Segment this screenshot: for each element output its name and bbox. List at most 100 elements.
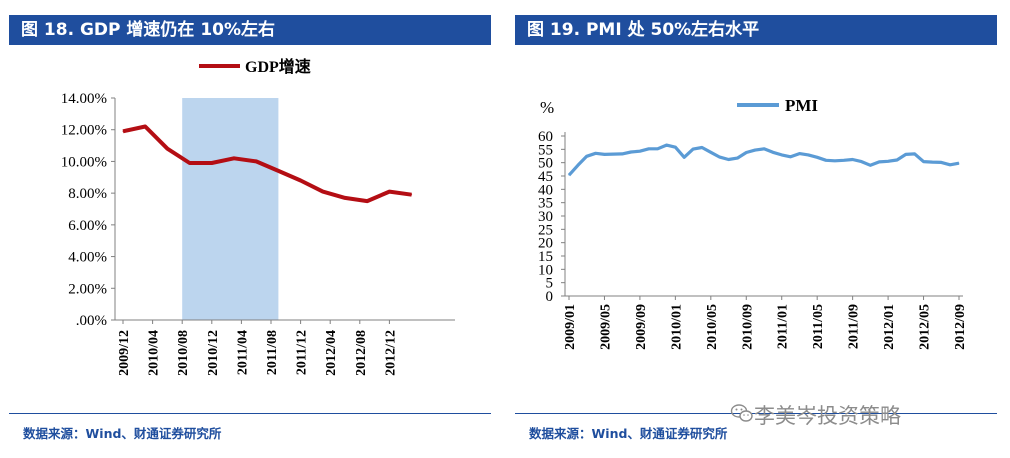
pmi-point — [896, 159, 898, 161]
pmi-point — [799, 153, 800, 154]
gdp-line — [122, 124, 412, 204]
x-tick-label: 2010/01 — [669, 304, 684, 350]
pmi-point — [657, 148, 659, 150]
legend-label: PMI — [785, 96, 818, 115]
x-tick-label: 2009/01 — [563, 304, 578, 350]
pmi-point — [568, 174, 570, 176]
figure-18-title: 图 18. GDP 增速仍在 10%左右 — [9, 15, 491, 45]
right-panel: 图 19. PMI 处 50%左右水平 % 0 5 10 15 20 25 30 35 40 45 5… — [515, 0, 997, 458]
pmi-point — [683, 156, 685, 158]
pmi-point — [861, 161, 862, 162]
x-tick-label: 2012/12 — [383, 330, 398, 376]
y-tick-label: 2.00% — [68, 281, 107, 297]
y-tick-label: .00% — [76, 313, 107, 329]
y-tick-label: 60 — [538, 129, 553, 145]
gdp-point — [122, 130, 124, 132]
gdp-point — [255, 160, 257, 162]
gdp-point — [388, 191, 390, 193]
pmi-point — [869, 164, 871, 166]
x-tick-label: 2012/01 — [882, 304, 897, 350]
y-tick-label: 30 — [538, 209, 553, 225]
gdp-point — [322, 191, 324, 193]
y-tick-label: 0 — [546, 289, 554, 305]
pmi-point — [754, 149, 756, 151]
gdp-point — [189, 162, 191, 164]
y-tick-label: 4.00% — [68, 250, 107, 266]
pmi-point — [737, 157, 738, 159]
pmi-point — [586, 155, 588, 157]
pmi-point — [595, 152, 596, 154]
pmi-point — [932, 161, 933, 163]
figure-19-title: 图 19. PMI 处 50%左右水平 — [515, 15, 997, 45]
y-tick-label: 25 — [538, 222, 553, 238]
x-tick-label: 2011/08 — [265, 330, 280, 375]
y-tick-label: 14.00% — [61, 91, 107, 107]
y-tick-label: 45 — [538, 169, 553, 185]
x-tick-label: 2011/01 — [776, 304, 791, 349]
left-panel: 图 18. GDP 增速仍在 10%左右 .00% 2.00% 4.00% 6.00%… — [9, 0, 491, 458]
pmi-point — [630, 151, 632, 153]
pmi-point — [621, 153, 623, 155]
pmi-point — [940, 162, 942, 163]
pmi-point — [745, 152, 747, 153]
pmi-point — [701, 147, 703, 148]
x-tick-label: 2012/09 — [953, 304, 968, 350]
x-tick-label: 2010/08 — [176, 330, 191, 376]
x-tick-label: 2010/12 — [206, 330, 221, 376]
y-tick-label: 50 — [538, 156, 553, 172]
gdp-point — [344, 197, 346, 199]
legend-label: GDP增速 — [245, 57, 311, 76]
gdp-point — [411, 194, 413, 196]
pmi-point — [781, 154, 783, 156]
pmi-point — [772, 151, 774, 153]
x-tick-label: 2011/05 — [811, 304, 826, 349]
x-tick-label: 2012/04 — [324, 330, 339, 376]
wechat-icon — [730, 404, 753, 422]
x-tick-label: 2011/04 — [235, 330, 250, 375]
pmi-point — [577, 164, 579, 166]
pmi-point — [949, 164, 951, 166]
gdp-point — [211, 162, 213, 164]
y-tick-label: 5 — [546, 276, 554, 292]
watermark: 李美岑投资策略 — [754, 404, 901, 428]
gdp-chart: .00% 2.00% 4.00% 6.00% 8.00% 10.00% 12.00% 14.0… — [61, 57, 455, 376]
pmi-point — [648, 148, 650, 150]
pmi-point — [852, 159, 854, 160]
x-tick-label: 2010/05 — [705, 304, 720, 350]
y-tick-label: 10.00% — [61, 154, 107, 170]
source-divider — [515, 413, 997, 414]
pmi-point — [887, 160, 889, 162]
pmi-point — [674, 146, 676, 148]
shaded-period — [182, 98, 279, 320]
pmi-point — [612, 153, 614, 155]
y-tick-label: 15 — [538, 249, 553, 265]
pmi-point — [666, 144, 667, 146]
pmi-point — [834, 160, 836, 162]
source-note: 数据来源：Wind、财通证券研究所 — [23, 426, 222, 441]
source-divider — [9, 413, 491, 414]
y-tick-label: 55 — [538, 142, 553, 158]
pmi-point — [843, 159, 845, 161]
pmi-point — [763, 148, 765, 150]
pmi-point — [825, 159, 827, 161]
gdp-point — [277, 170, 279, 172]
source-note: 数据来源：Wind、财通证券研究所 — [529, 426, 728, 441]
pmi-point — [719, 156, 721, 158]
x-tick-label: 2012/05 — [918, 304, 933, 350]
x-tick-label: 2012/08 — [354, 330, 369, 376]
pmi-point — [923, 161, 924, 162]
pmi-point — [692, 148, 694, 150]
gdp-point — [233, 157, 235, 159]
pmi-point — [914, 153, 916, 155]
gdp-point — [144, 126, 146, 128]
pmi-point — [878, 161, 880, 163]
pmi-point — [958, 162, 960, 164]
y-tick-label: 8.00% — [68, 186, 107, 202]
x-tick-label: 2011/09 — [847, 304, 862, 349]
pmi-line — [567, 143, 960, 177]
x-tick-label: 2010/09 — [740, 304, 755, 350]
pmi-point — [790, 156, 791, 158]
pmi-point — [807, 154, 809, 156]
pmi-point — [905, 154, 907, 155]
